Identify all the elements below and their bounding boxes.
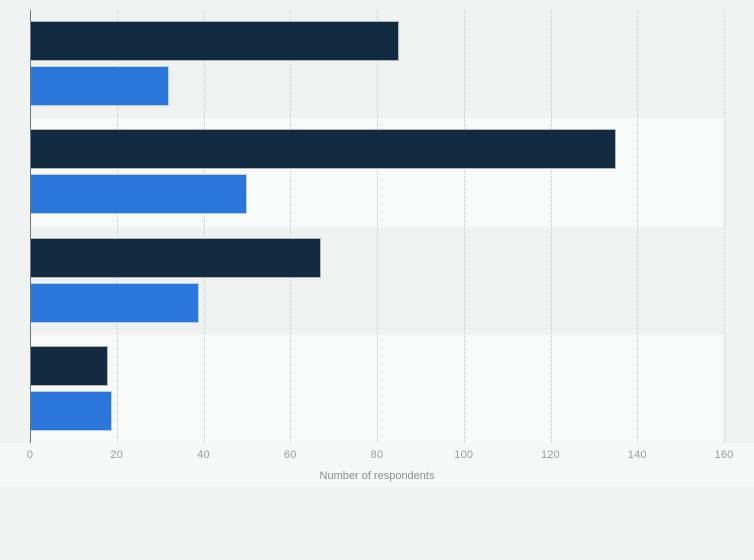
x-tick-label: 160	[714, 449, 734, 461]
x-axis-title: Number of respondents	[319, 470, 435, 482]
gridline	[377, 10, 378, 443]
bar-blue-series[interactable]	[30, 282, 200, 323]
gridline	[550, 10, 552, 443]
gridline	[637, 10, 639, 443]
gridline	[203, 10, 205, 443]
y-axis-line	[30, 10, 31, 443]
x-tick-label: 40	[197, 449, 210, 461]
x-tick-label: 140	[627, 449, 647, 461]
x-tick-label: 20	[110, 449, 124, 461]
bar-blue-series[interactable]	[30, 174, 247, 215]
gridline	[116, 10, 118, 443]
gridline	[463, 10, 465, 443]
bar-dark-navy-series[interactable]	[30, 237, 321, 278]
bar-blue-series[interactable]	[30, 66, 169, 106]
x-tick-label: 60	[283, 449, 297, 461]
x-tick-label: 100	[454, 449, 474, 461]
bar-dark-navy-series[interactable]	[30, 345, 109, 386]
page-footer-area	[0, 487, 754, 560]
x-axis-strip: 0 20 40 60 80 100 120 140 160 Number of responde…	[0, 443, 754, 487]
gridline	[290, 10, 292, 443]
bar-dark-navy-series[interactable]	[30, 21, 399, 61]
x-tick-label: 120	[541, 449, 560, 461]
plot-area	[30, 10, 725, 443]
gridline	[724, 10, 725, 443]
bar-dark-navy-series[interactable]	[30, 129, 616, 170]
x-tick-label: 80	[370, 449, 384, 461]
bar-blue-series[interactable]	[30, 390, 113, 431]
x-tick-label: 0	[26, 449, 34, 461]
